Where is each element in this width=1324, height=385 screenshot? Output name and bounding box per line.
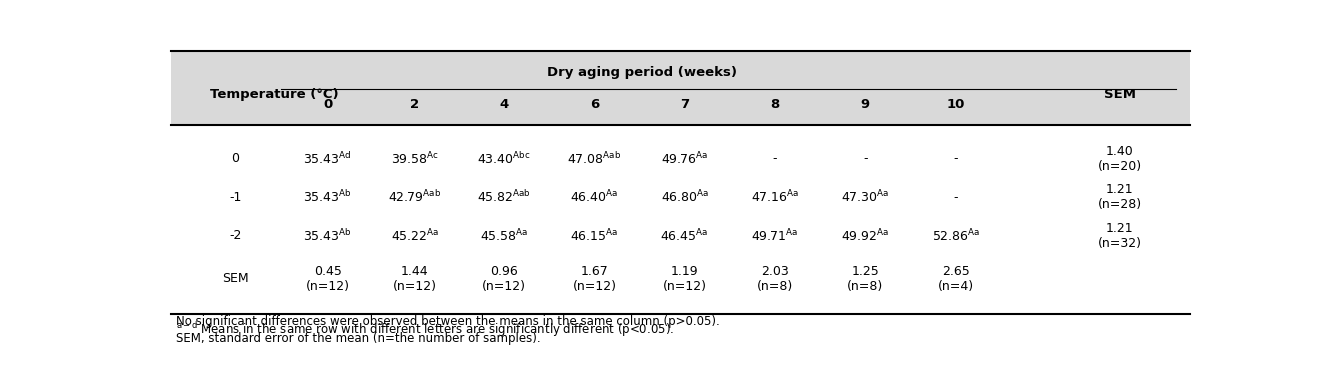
Text: 49.76$^{\mathregular{Aa}}$: 49.76$^{\mathregular{Aa}}$	[661, 151, 708, 167]
Text: 10: 10	[947, 97, 965, 110]
Text: 49.71$^{\mathregular{Aa}}$: 49.71$^{\mathregular{Aa}}$	[751, 228, 798, 244]
Text: -: -	[863, 152, 867, 165]
Text: 2.03
(n=8): 2.03 (n=8)	[757, 265, 793, 293]
Text: 35.43$^{\mathregular{Ab}}$: 35.43$^{\mathregular{Ab}}$	[303, 189, 352, 205]
Text: 39.58$^{\mathregular{Ac}}$: 39.58$^{\mathregular{Ac}}$	[391, 151, 440, 167]
Text: 0.96
(n=12): 0.96 (n=12)	[482, 265, 526, 293]
Text: 45.58$^{\mathregular{Aa}}$: 45.58$^{\mathregular{Aa}}$	[479, 228, 528, 244]
Text: 9: 9	[861, 97, 870, 110]
Text: 49.92$^{\mathregular{Aa}}$: 49.92$^{\mathregular{Aa}}$	[841, 228, 890, 244]
Text: 4: 4	[499, 97, 508, 110]
Text: -1: -1	[229, 191, 241, 204]
Text: 1.40
(n=20): 1.40 (n=20)	[1098, 145, 1141, 173]
Text: 2.65
(n=4): 2.65 (n=4)	[937, 265, 973, 293]
Text: 0.45
(n=12): 0.45 (n=12)	[306, 265, 350, 293]
Text: 46.15$^{\mathregular{Aa}}$: 46.15$^{\mathregular{Aa}}$	[571, 228, 618, 244]
Text: 0: 0	[232, 152, 240, 165]
Text: $^{\mathregular{a-d}}$ Means in the same row with different letters are signific: $^{\mathregular{a-d}}$ Means in the same…	[176, 320, 674, 339]
Text: SEM, standard error of the mean (n=the number of samples).: SEM, standard error of the mean (n=the n…	[176, 332, 540, 345]
Text: 46.45$^{\mathregular{Aa}}$: 46.45$^{\mathregular{Aa}}$	[661, 228, 708, 244]
Text: SEM: SEM	[222, 273, 249, 285]
Text: 35.43$^{\mathregular{Ad}}$: 35.43$^{\mathregular{Ad}}$	[303, 151, 352, 167]
Text: 47.08$^{\mathregular{Aab}}$: 47.08$^{\mathregular{Aab}}$	[567, 151, 621, 167]
Text: 1.44
(n=12): 1.44 (n=12)	[393, 265, 437, 293]
Text: 2: 2	[410, 97, 420, 110]
Text: 1.25
(n=8): 1.25 (n=8)	[847, 265, 883, 293]
Text: 43.40$^{\mathregular{Abc}}$: 43.40$^{\mathregular{Abc}}$	[477, 151, 531, 167]
FancyBboxPatch shape	[171, 51, 1189, 125]
Text: No significant differences were observed between the means in the same column (p: No significant differences were observed…	[176, 315, 719, 328]
Text: 35.43$^{\mathregular{Ab}}$: 35.43$^{\mathregular{Ab}}$	[303, 228, 352, 244]
Text: -: -	[773, 152, 777, 165]
Text: SEM: SEM	[1104, 88, 1136, 101]
Text: 6: 6	[589, 97, 598, 110]
Text: 42.79$^{\mathregular{Aab}}$: 42.79$^{\mathregular{Aab}}$	[388, 189, 441, 205]
Text: 1.67
(n=12): 1.67 (n=12)	[572, 265, 617, 293]
Text: 46.40$^{\mathregular{Aa}}$: 46.40$^{\mathregular{Aa}}$	[571, 189, 618, 206]
Text: 0: 0	[323, 97, 332, 110]
Text: 1.19
(n=12): 1.19 (n=12)	[663, 265, 707, 293]
Text: 47.30$^{\mathregular{Aa}}$: 47.30$^{\mathregular{Aa}}$	[841, 189, 890, 206]
Text: 1.21
(n=32): 1.21 (n=32)	[1098, 222, 1141, 250]
Text: 47.16$^{\mathregular{Aa}}$: 47.16$^{\mathregular{Aa}}$	[751, 189, 800, 206]
Text: 7: 7	[681, 97, 690, 110]
Text: 52.86$^{\mathregular{Aa}}$: 52.86$^{\mathregular{Aa}}$	[932, 228, 980, 244]
Text: -2: -2	[229, 229, 241, 243]
Text: 1.21
(n=28): 1.21 (n=28)	[1098, 183, 1141, 211]
Text: -: -	[953, 152, 957, 165]
Text: Temperature (°C): Temperature (°C)	[209, 88, 338, 101]
Text: 8: 8	[771, 97, 780, 110]
Text: 45.82$^{\mathregular{Aab}}$: 45.82$^{\mathregular{Aab}}$	[477, 189, 531, 205]
Text: Dry aging period (weeks): Dry aging period (weeks)	[547, 66, 736, 79]
Text: 45.22$^{\mathregular{Aa}}$: 45.22$^{\mathregular{Aa}}$	[391, 228, 438, 244]
Text: 46.80$^{\mathregular{Aa}}$: 46.80$^{\mathregular{Aa}}$	[661, 189, 708, 206]
Text: -: -	[953, 191, 957, 204]
